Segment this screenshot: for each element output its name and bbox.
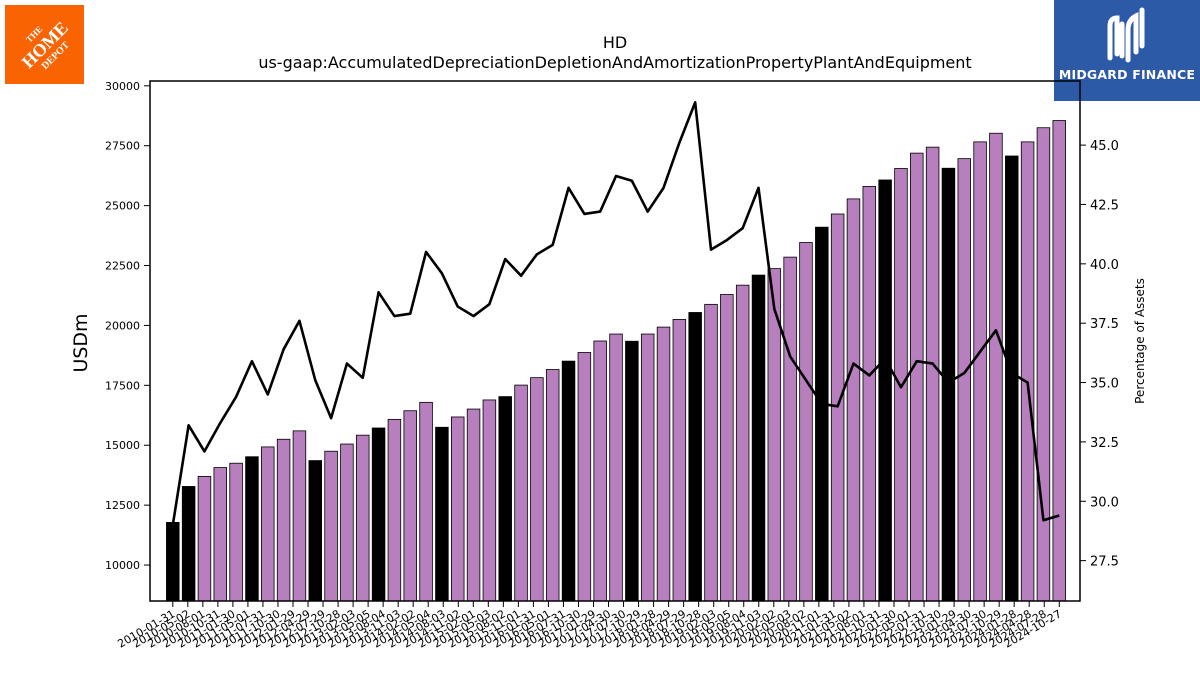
- right-tick-label: 32.5: [1090, 436, 1119, 451]
- right-tick-label: 35.0: [1090, 377, 1119, 392]
- home-depot-logo-mark: THE HOME DEPOT: [18, 18, 72, 72]
- bar: [530, 377, 544, 602]
- bar: [213, 467, 228, 602]
- midgard-finance-emblem: [1107, 7, 1145, 63]
- bar: [387, 418, 402, 602]
- right-tick-label: 40.0: [1090, 258, 1119, 273]
- bar: [166, 522, 180, 602]
- bar: [1020, 141, 1035, 602]
- bar: [371, 427, 386, 602]
- bar: [720, 294, 734, 602]
- bar: [925, 146, 940, 602]
- bar: [910, 152, 924, 602]
- bar: [609, 333, 623, 602]
- bar: [704, 303, 718, 602]
- bar: [656, 326, 671, 602]
- bar: [815, 226, 829, 602]
- bar: [261, 446, 275, 602]
- bar: [989, 132, 1003, 602]
- left-tick-label: 20000: [105, 319, 140, 332]
- bar: [340, 443, 354, 602]
- midgard-finance-logo: MIDGARD FINANCE: [1054, 0, 1200, 101]
- bar: [466, 408, 481, 602]
- right-tick-label: 27.5: [1090, 555, 1119, 570]
- bar: [324, 450, 338, 602]
- bar: [799, 242, 813, 602]
- bar: [846, 198, 861, 602]
- left-tick-label: 15000: [105, 439, 140, 452]
- bar: [245, 456, 259, 602]
- bar: [181, 486, 196, 602]
- bar: [276, 438, 291, 602]
- left-tick-label: 25000: [105, 200, 140, 213]
- bar: [1005, 155, 1019, 602]
- bar: [435, 426, 449, 602]
- bar: [229, 462, 243, 602]
- bar: [878, 179, 892, 602]
- bar: [197, 475, 212, 602]
- midgard-finance-text: MIDGARD FINANCE: [1058, 67, 1196, 82]
- bar: [419, 401, 433, 602]
- bar: [292, 430, 307, 602]
- left-axis-ticks: 10000 12500 15000 17500 20000 22500 25000 27500…: [105, 80, 150, 572]
- bar: [561, 360, 576, 602]
- right-tick-label: 42.5: [1090, 198, 1119, 213]
- bar: [783, 256, 797, 602]
- right-tick-label: 37.5: [1090, 317, 1119, 332]
- left-tick-label: 10000: [105, 559, 140, 572]
- left-tick-label: 27500: [105, 140, 140, 153]
- home-depot-logo: THE HOME DEPOT: [5, 5, 84, 84]
- y-axis-label: USDm: [70, 313, 92, 372]
- left-tick-label: 17500: [105, 379, 140, 392]
- bar: [577, 352, 592, 602]
- bar: [973, 141, 987, 602]
- bar: [450, 416, 465, 602]
- axes: [149, 80, 1081, 602]
- bar: [672, 319, 687, 602]
- bar: [941, 167, 956, 602]
- bar: [957, 158, 972, 602]
- right-tick-label: 45.0: [1090, 139, 1119, 154]
- bar: [593, 340, 607, 602]
- bar: [625, 340, 639, 602]
- left-tick-label: 22500: [105, 260, 140, 273]
- right-axis-ticks: 27.5 30.0 32.5 35.0 37.5 40.0 42.5 45.0: [1080, 139, 1119, 570]
- bar: [498, 396, 512, 602]
- right-tick-label: 30.0: [1090, 495, 1119, 510]
- bar: [1036, 127, 1051, 602]
- percentage-of-assets-line: [171, 101, 1060, 526]
- bar: [688, 312, 702, 602]
- chart-title-metric: us-gaap:AccumulatedDepreciationDepletion…: [258, 53, 972, 72]
- bar: [735, 284, 750, 602]
- bar-series: [166, 120, 1066, 602]
- left-tick-label: 30000: [105, 80, 140, 93]
- left-tick-label: 12500: [105, 499, 140, 512]
- line-series: [171, 101, 1060, 526]
- bar: [545, 369, 560, 602]
- bar: [356, 434, 370, 602]
- bar: [862, 186, 877, 602]
- plot-frame: [149, 80, 1081, 602]
- x-axis-ticks: 2010-01-312010-05-022010-08-012010-10-31…: [115, 601, 1064, 651]
- bar: [514, 384, 528, 602]
- bar: [751, 274, 766, 602]
- bar: [308, 460, 322, 602]
- y2-axis-label: Percentage of Assets: [1133, 278, 1147, 404]
- bar: [403, 410, 417, 602]
- bar: [1052, 120, 1066, 602]
- bar: [482, 399, 497, 602]
- chart-title-ticker: HD: [602, 33, 628, 52]
- bar: [640, 333, 655, 602]
